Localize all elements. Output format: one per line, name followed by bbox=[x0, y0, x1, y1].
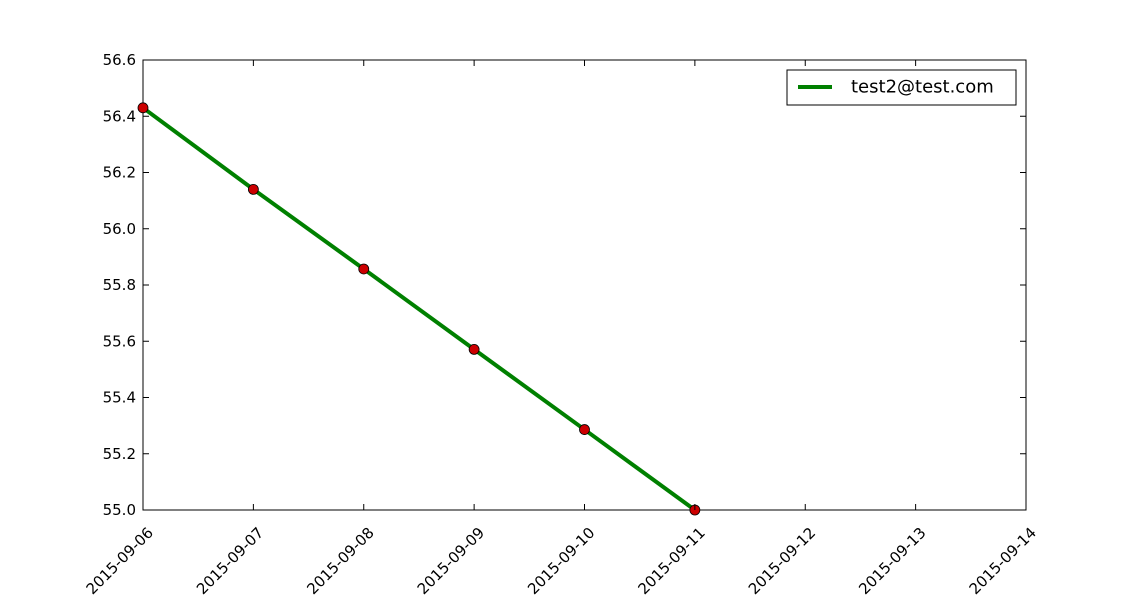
x-tick-label: 2015-09-08 bbox=[303, 524, 377, 598]
y-tick-label: 56.6 bbox=[103, 51, 136, 69]
x-tick-label: 2015-09-09 bbox=[414, 524, 488, 598]
legend-label: test2@test.com bbox=[851, 77, 994, 98]
y-tick-label: 55.4 bbox=[103, 389, 136, 407]
x-tick-label: 2015-09-10 bbox=[524, 524, 598, 598]
y-tick-label: 56.4 bbox=[103, 107, 136, 125]
x-tick-label: 2015-09-11 bbox=[634, 524, 708, 598]
plot-frame bbox=[142, 59, 1027, 511]
data-point bbox=[247, 183, 259, 195]
plot-area bbox=[137, 59, 1027, 516]
x-tick-label: 2015-09-12 bbox=[745, 524, 819, 598]
series-line bbox=[141, 106, 697, 512]
data-point bbox=[468, 344, 480, 355]
y-tick-label: 55.0 bbox=[103, 501, 136, 519]
y-axis: 55.0 55.2 55.4 55.6 55.8 56.0 56.2 56.4 56.6 bbox=[103, 51, 1026, 519]
x-axis: 2015-09-06 2015-09-07 2015-09-08 2015-09-09… bbox=[83, 60, 1040, 598]
x-tick-label: 2015-09-07 bbox=[193, 524, 267, 598]
y-tick-label: 55.8 bbox=[103, 276, 136, 294]
x-tick-label: 2015-09-06 bbox=[83, 524, 157, 598]
x-tick-label: 2015-09-13 bbox=[855, 524, 929, 598]
y-tick-label: 56.0 bbox=[103, 220, 136, 238]
y-tick-label: 56.2 bbox=[103, 164, 136, 182]
y-tick-label: 55.6 bbox=[103, 332, 136, 350]
y-tick-label: 55.2 bbox=[103, 445, 136, 463]
legend: test2@test.com bbox=[786, 69, 1017, 106]
data-point bbox=[579, 424, 590, 435]
data-point bbox=[137, 102, 149, 114]
data-point bbox=[358, 263, 370, 275]
x-tick-label: 2015-09-14 bbox=[966, 524, 1040, 598]
